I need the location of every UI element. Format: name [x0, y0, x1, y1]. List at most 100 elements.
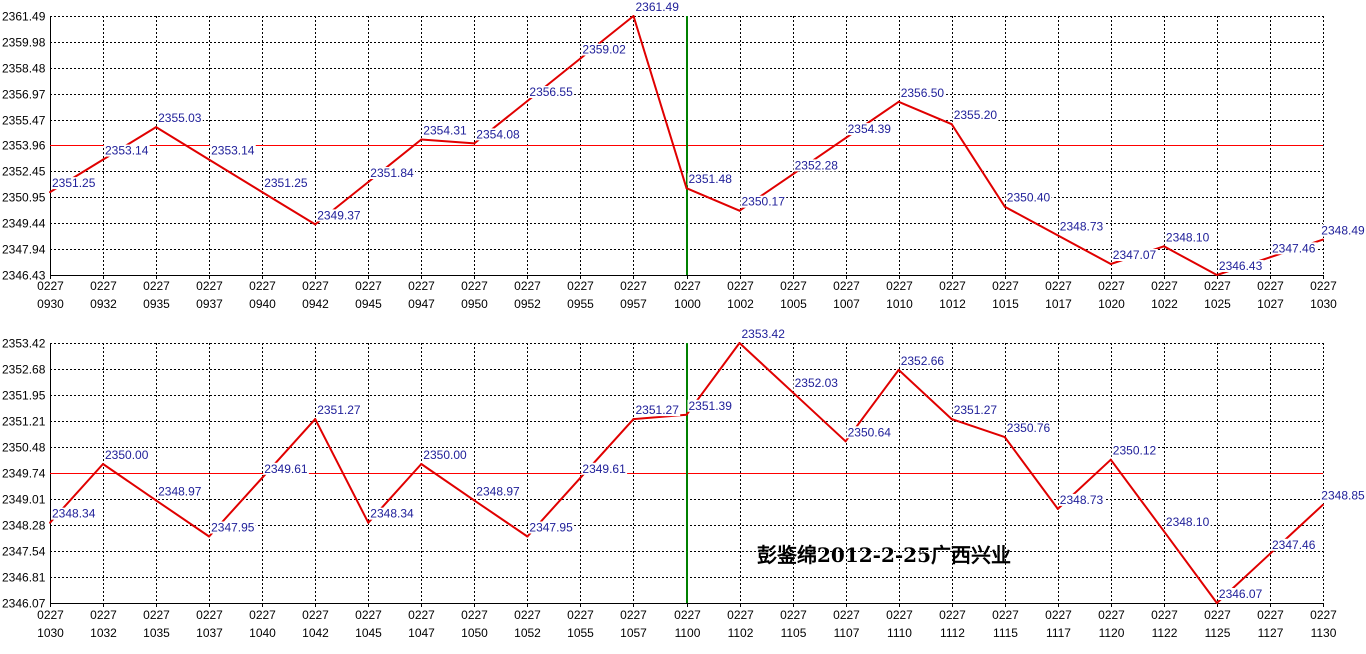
data-point	[314, 223, 317, 226]
chart-top-panel: 2361.49 2359.98 2358.48 2356.97 2355.47 2353.…	[2, 0, 1366, 311]
x-tick-label: 1102	[728, 626, 754, 640]
data-label-background	[528, 86, 575, 98]
data-point	[155, 126, 158, 129]
axes: 2361.49 2359.98 2358.48 2356.97 2355.47 2353.…	[2, 10, 1337, 312]
x-tick-label: 1125	[1205, 626, 1231, 640]
x-tick-label: 0940	[249, 297, 276, 311]
x-tick-date-label: 0227	[1045, 608, 1072, 622]
data-label-group: 2347.95	[210, 521, 256, 535]
y-tick-label: 2346.81	[2, 571, 46, 585]
data-label-group: 2350.64	[846, 425, 893, 439]
x-tick-date-label: 0227	[1310, 279, 1337, 293]
x-tick-date-label: 0227	[992, 279, 1019, 293]
y-tick-label: 2349.44	[2, 217, 46, 231]
data-label: 2350.76	[1007, 421, 1051, 435]
data-point	[102, 158, 104, 161]
data-label-group: 2351.27	[952, 403, 999, 417]
data-label-group: 2352.28	[793, 158, 840, 172]
x-tick-label: 1007	[833, 297, 860, 311]
data-label-background	[1005, 191, 1052, 204]
x-tick-label: 1030	[37, 626, 64, 640]
data-point	[1322, 238, 1324, 241]
data-label-background	[1164, 231, 1211, 244]
x-tick-date-label: 0227	[143, 608, 170, 622]
data-label-background	[51, 177, 97, 190]
data-label: 2352.03	[795, 376, 839, 390]
data-label-background	[581, 43, 628, 56]
x-tick-label: 1010	[886, 297, 913, 311]
y-tick-label: 2359.98	[2, 36, 46, 50]
x-tick-date-label: 0227	[833, 279, 860, 293]
data-label: 2350.00	[423, 448, 467, 462]
data-label-background	[1005, 422, 1052, 435]
data-label: 2351.27	[317, 403, 361, 417]
data-label-background	[263, 177, 309, 190]
data-label-background	[1058, 220, 1105, 233]
data-label: 2351.48	[689, 172, 733, 186]
data-label-group: 2349.37	[316, 208, 362, 222]
data-label: 2350.64	[848, 425, 892, 439]
y-tick-label: 2348.28	[2, 519, 46, 533]
data-point	[897, 368, 900, 371]
x-tick-label: 1130	[1311, 626, 1337, 640]
x-tick-label: 1037	[196, 626, 223, 640]
data-point	[1215, 274, 1218, 276]
data-label-group: 2352.03	[793, 376, 840, 390]
data-label-background	[51, 507, 97, 520]
x-tick-label: 0935	[143, 297, 170, 311]
data-point	[632, 418, 635, 421]
data-label: 2351.25	[52, 176, 96, 190]
x-tick-label: 0947	[408, 297, 435, 311]
x-tick-date-label: 0227	[939, 608, 966, 622]
data-point	[685, 187, 688, 190]
data-label-group: 2353.14	[104, 144, 150, 158]
data-label-background	[157, 112, 203, 125]
x-tick-date-label: 0227	[514, 279, 541, 293]
data-label-background	[210, 144, 256, 157]
data-label-group: 2353.42	[740, 327, 787, 341]
data-label-background	[1271, 242, 1317, 255]
x-tick-date-label: 0227	[1257, 608, 1284, 622]
data-label-background	[634, 1, 681, 13]
x-tick-label: 1052	[514, 626, 541, 640]
data-label-background	[952, 404, 999, 417]
x-tick-label: 0950	[461, 297, 488, 311]
data-label-group: 2351.48	[687, 172, 734, 186]
data-label-background	[793, 159, 840, 172]
y-tick-label: 2352.68	[2, 363, 46, 377]
data-label: 2348.10	[1166, 515, 1210, 529]
data-point	[49, 191, 51, 194]
data-point	[844, 137, 847, 140]
x-tick-date-label: 0227	[674, 279, 701, 293]
data-label-background	[475, 485, 521, 498]
data-label-background	[1058, 493, 1105, 506]
x-tick-date-label: 0227	[249, 608, 276, 622]
data-label: 2356.50	[901, 86, 945, 100]
x-tick-date-label: 0227	[939, 279, 966, 293]
data-label-background	[581, 462, 628, 475]
x-tick-label: 0932	[90, 297, 117, 311]
data-label-group: 2348.97	[475, 484, 521, 498]
data-label: 2359.02	[582, 43, 626, 57]
x-tick-date-label: 0227	[408, 608, 435, 622]
x-tick-label: 1015	[992, 297, 1019, 311]
data-point	[367, 521, 370, 524]
x-tick-date-label: 0227	[196, 279, 223, 293]
data-label: 2347.46	[1272, 241, 1316, 255]
data-label-group: 2356.55	[528, 85, 575, 99]
data-label-background	[157, 485, 203, 498]
data-point	[420, 138, 423, 141]
data-label-background	[846, 426, 893, 439]
data-label: 2348.73	[1060, 493, 1104, 507]
data-point	[1269, 256, 1271, 259]
data-label-group: 2350.00	[422, 448, 468, 462]
data-label-background	[369, 507, 415, 520]
data-label: 2351.25	[264, 176, 308, 190]
data-point	[738, 209, 741, 212]
data-label: 2349.61	[582, 462, 626, 476]
data-point	[1109, 458, 1112, 461]
data-label: 2351.27	[636, 403, 680, 417]
x-tick-label: 1005	[780, 297, 807, 311]
x-tick-label: 1042	[302, 626, 329, 640]
